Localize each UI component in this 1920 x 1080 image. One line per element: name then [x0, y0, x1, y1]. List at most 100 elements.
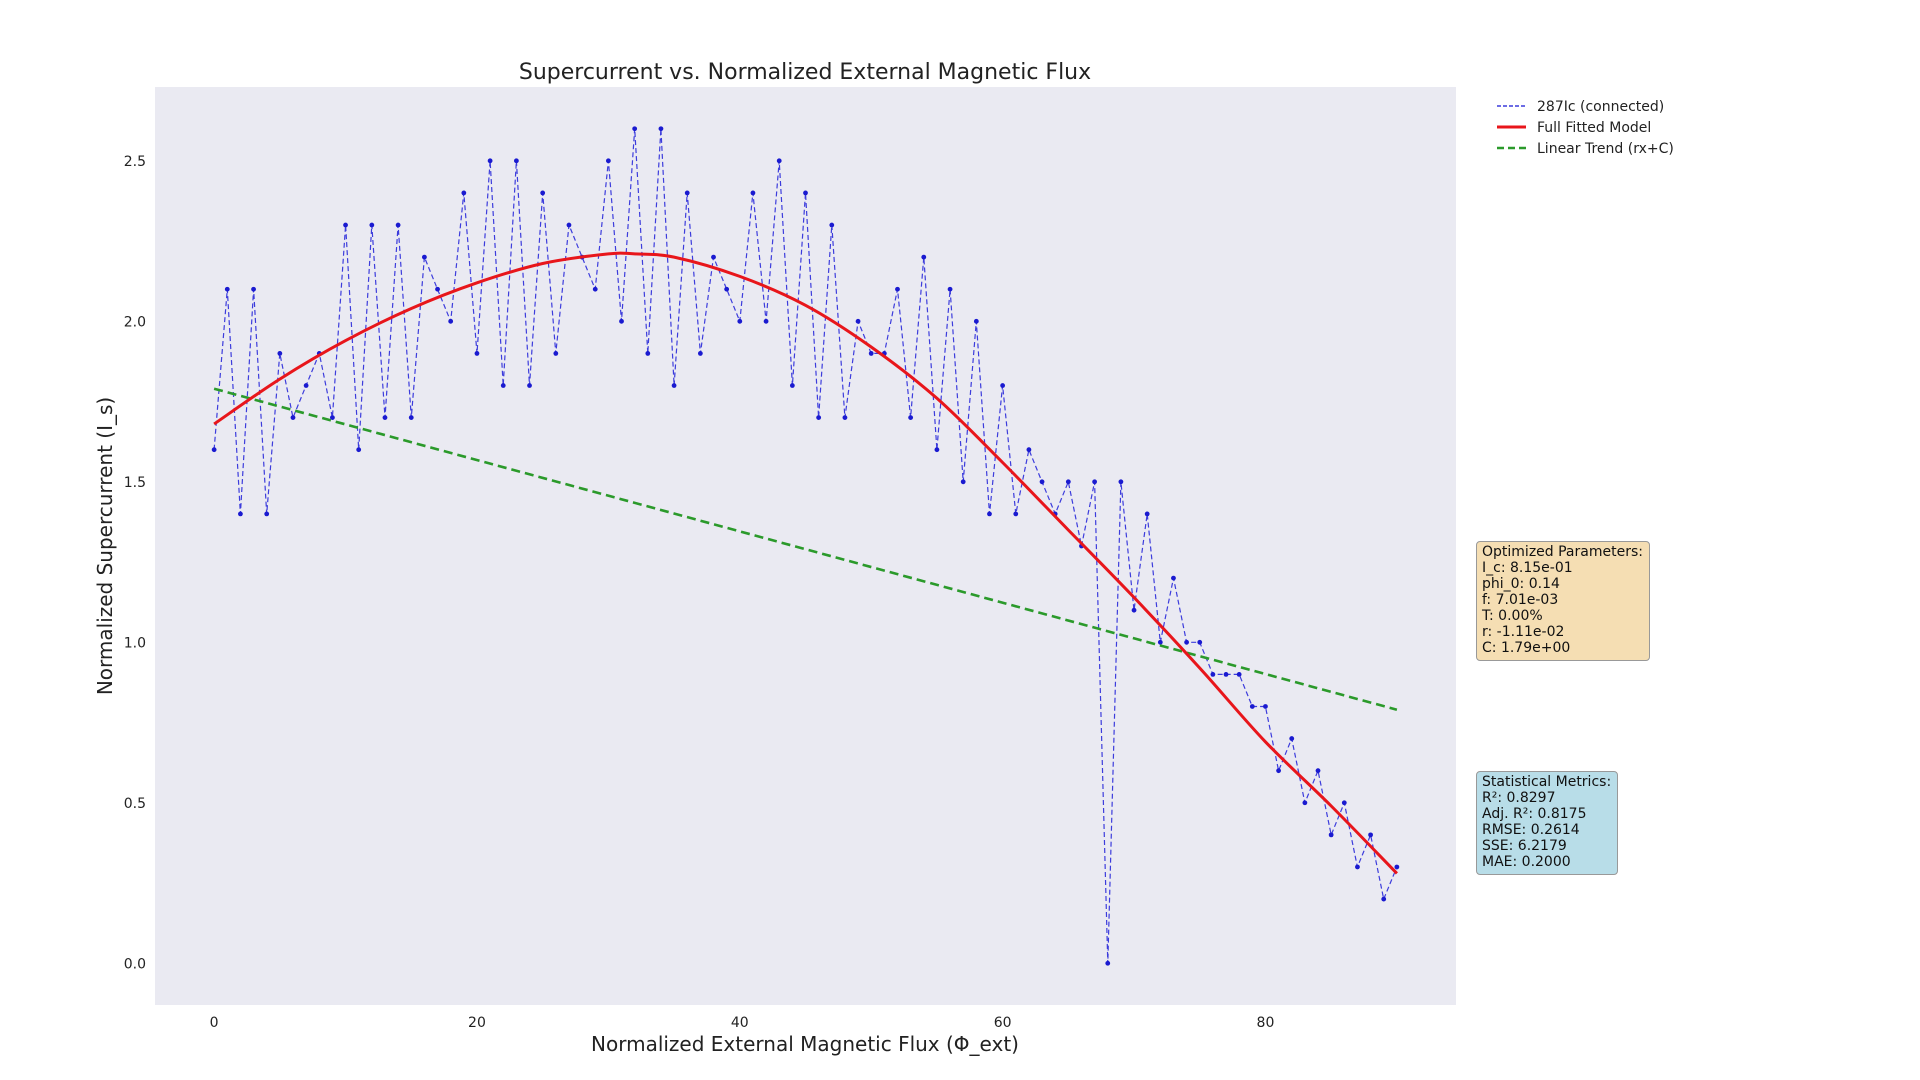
- data-point: [382, 415, 388, 421]
- data-point: [645, 351, 651, 356]
- data-point: [1341, 800, 1347, 806]
- data-point: [1368, 832, 1373, 838]
- data-point: [1092, 479, 1098, 485]
- x-tick-label: 60: [994, 1015, 1012, 1031]
- data-point: [697, 351, 703, 356]
- data-point: [1197, 639, 1203, 645]
- data-point: [1381, 896, 1387, 902]
- data-point: [356, 447, 362, 453]
- data-point: [1315, 768, 1321, 774]
- data-point: [448, 318, 454, 324]
- x-tick-label: 20: [468, 1015, 486, 1031]
- param-line: phi_0: 0.14: [1482, 576, 1560, 592]
- data-point: [960, 479, 966, 485]
- data-point: [1013, 511, 1019, 517]
- data-point: [527, 383, 532, 388]
- data-point: [330, 415, 335, 421]
- data-point: [947, 286, 953, 292]
- data-point: [829, 222, 835, 228]
- data-point: [435, 286, 440, 292]
- metric-line: Adj. R²: 0.8175: [1482, 806, 1587, 822]
- data-point: [803, 190, 808, 196]
- metric-line: MAE: 0.2000: [1482, 854, 1571, 870]
- data-point: [238, 511, 243, 517]
- y-tick-label: 2.5: [124, 154, 146, 170]
- data-point: [264, 511, 270, 517]
- data-point: [487, 158, 493, 164]
- param-line: f: 7.01e-03: [1482, 592, 1559, 608]
- data-point: [290, 415, 296, 421]
- data-point: [868, 351, 874, 356]
- data-point: [421, 254, 427, 260]
- data-point: [671, 383, 677, 388]
- series-line-fit: [213, 251, 1398, 875]
- data-point: [1000, 383, 1006, 388]
- data-point: [1131, 607, 1137, 613]
- data-point: [842, 415, 848, 421]
- data-point: [987, 511, 992, 517]
- data-point: [1223, 671, 1229, 677]
- data-point: [566, 222, 572, 228]
- data-point: [1171, 575, 1176, 581]
- x-tick-label: 0: [210, 1015, 219, 1031]
- data-point: [1157, 639, 1163, 645]
- data-point: [251, 286, 256, 292]
- data-point: [592, 286, 598, 292]
- series-layer: [211, 126, 1400, 966]
- metric-line: RMSE: 0.2614: [1482, 822, 1580, 838]
- data-point: [711, 254, 716, 260]
- y-axis-ticks: 0.0 0.5 1.0 1.5 2.0 2.5: [124, 154, 146, 972]
- x-axis-label: Normalized External Magnetic Flux (Φ_ext…: [591, 1032, 1019, 1056]
- data-point: [763, 318, 769, 324]
- legend-entry-data: 287Ic (connected): [1537, 99, 1664, 115]
- data-point: [605, 158, 611, 164]
- data-point: [474, 351, 480, 356]
- params-heading: Optimized Parameters:: [1482, 544, 1643, 560]
- y-tick-label: 1.0: [124, 635, 146, 651]
- data-point: [908, 415, 914, 421]
- y-tick-label: 0.0: [124, 956, 146, 972]
- statistical-metrics-box: Statistical Metrics: R²: 0.8297 Adj. R²:…: [1476, 771, 1619, 875]
- data-point: [724, 286, 730, 292]
- y-tick-label: 2.0: [124, 314, 146, 330]
- y-axis-label: Normalized Supercurrent (I_s): [93, 397, 117, 695]
- data-point: [895, 286, 900, 292]
- data-point: [303, 383, 309, 388]
- data-point: [343, 222, 348, 228]
- data-point: [224, 286, 230, 292]
- metrics-heading: Statistical Metrics:: [1482, 774, 1612, 790]
- legend: 287Ic (connected) Full Fitted Model Line…: [1497, 99, 1674, 157]
- data-point: [789, 383, 795, 388]
- data-point: [540, 190, 546, 196]
- series-line-trend: [213, 387, 1398, 711]
- chart-title: Supercurrent vs. Normalized External Mag…: [519, 60, 1091, 85]
- data-point: [619, 318, 624, 324]
- legend-entry-trend: Linear Trend (rx+C): [1537, 141, 1674, 157]
- legend-entry-fit: Full Fitted Model: [1537, 120, 1651, 136]
- data-point: [500, 383, 506, 388]
- data-point: [973, 318, 979, 324]
- data-point: [1249, 704, 1255, 709]
- param-line: T: 0.00%: [1482, 608, 1543, 624]
- data-point: [1039, 479, 1045, 485]
- x-axis-ticks: 0 20 40 60 80: [210, 1015, 1275, 1031]
- y-tick-label: 0.5: [124, 796, 146, 812]
- data-point: [855, 318, 861, 324]
- optimized-parameters-box: Optimized Parameters: I_c: 8.15e-01 phi_…: [1476, 541, 1650, 661]
- data-point: [776, 158, 782, 164]
- data-point: [658, 126, 664, 132]
- data-point: [395, 222, 401, 228]
- data-point: [934, 447, 940, 453]
- param-line: I_c: 8.15e-01: [1482, 560, 1573, 576]
- data-point: [369, 222, 375, 228]
- x-tick-label: 80: [1257, 1015, 1275, 1031]
- data-point: [1236, 671, 1242, 677]
- param-line: C: 1.79e+00: [1482, 640, 1571, 656]
- data-point: [737, 318, 743, 324]
- data-point: [553, 351, 559, 356]
- x-tick-label: 40: [731, 1015, 749, 1031]
- data-point: [1394, 864, 1400, 870]
- data-point: [1263, 704, 1268, 709]
- param-line: r: -1.11e-02: [1482, 624, 1565, 640]
